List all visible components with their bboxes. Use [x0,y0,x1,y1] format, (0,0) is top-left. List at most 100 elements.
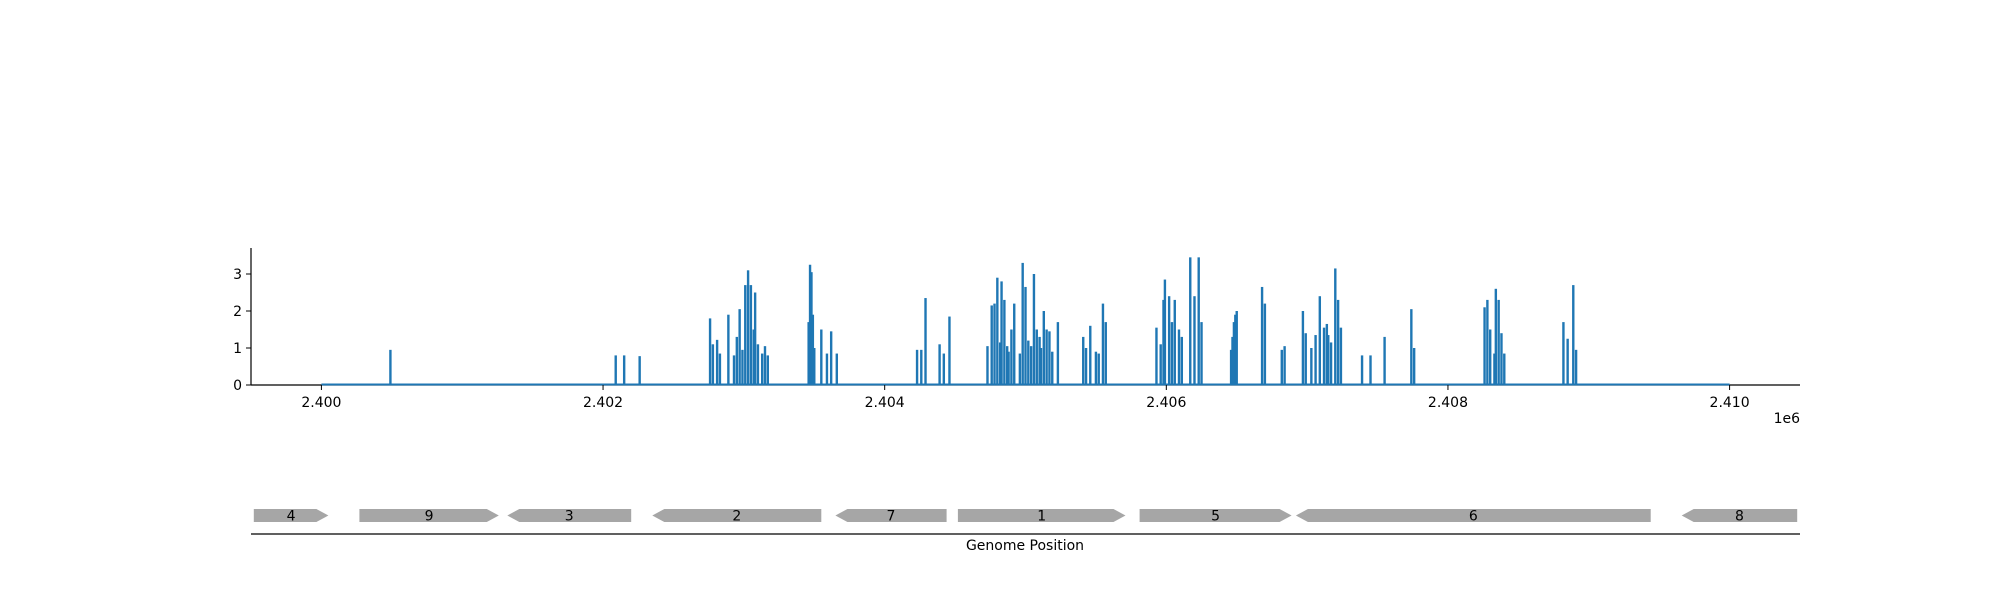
coverage-bar [718,353,722,385]
coverage-bar [1035,329,1038,385]
gene-6-label: 6 [1469,509,1478,525]
coverage-bar [1497,299,1500,385]
gene-5-arrow [1139,509,1292,522]
coverage-bar [807,322,810,385]
coverage-bar [1024,286,1027,385]
y-axis-ticks: 0 1 2 3 [233,267,251,394]
coverage-bar [1235,311,1238,385]
coverage-bar [1003,299,1006,385]
coverage-bar [1000,281,1003,385]
coverage-bar [1010,329,1013,385]
coverage-bar [760,353,764,385]
coverage-bar [1410,309,1413,385]
x-offset-label: 1e6 [1774,411,1801,427]
coverage-bar [389,349,392,385]
gene-3-label: 3 [565,509,574,525]
coverage-bar [811,314,815,385]
coverage-bar [1489,329,1492,385]
coverage-bar [1200,322,1203,385]
gene-8-label: 8 [1735,509,1744,525]
coverage-bar [924,298,927,385]
coverage-bar [998,342,1002,385]
coverage-bar [986,346,989,385]
coverage-bars [321,257,1730,386]
coverage-bar [1322,327,1326,385]
coverage-bar [1167,296,1171,385]
coverage-bar [1314,335,1317,385]
coverage-bar [1234,314,1237,385]
coverage-bar [1159,344,1162,385]
coverage-bar [1048,331,1051,385]
x-tick-label: 2.408 [1428,395,1468,411]
coverage-bar [1170,322,1174,385]
gene-7-arrow [835,509,947,522]
coverage-bar [752,329,755,385]
coverage-bar [1051,351,1054,385]
coverage-bar [1280,349,1283,385]
coverage-bar [1021,262,1024,385]
coverage-bar [1032,274,1036,385]
coverage-bar [1572,285,1575,385]
coverage-bar [1155,327,1158,385]
coverage-bar [708,318,712,385]
coverage-bar [1018,353,1022,385]
coverage-bar [1042,311,1046,385]
coverage-bar [1027,340,1030,385]
coverage-bar [1263,303,1267,385]
x-tick-label: 2.406 [1146,395,1186,411]
coverage-bar [1089,325,1092,385]
coverage-bar [1494,288,1498,385]
coverage-bar [938,344,941,385]
gene-1-label: 1 [1037,509,1046,525]
coverage-bar [820,329,823,385]
x-tick-label: 2.400 [301,395,341,411]
gene-9-arrow [359,509,499,522]
coverage-bar [763,346,767,385]
coverage-bar [1101,303,1105,385]
coverage-bar [756,344,760,385]
coverage-bar [1318,296,1322,385]
gene-5-label: 5 [1211,509,1220,525]
coverage-bar [1193,296,1196,385]
coverage-bar [1197,257,1200,385]
coverage-bar [942,353,946,385]
coverage-bar [1094,351,1098,385]
gene-2-label: 2 [732,509,741,525]
y-tick-label: 3 [233,267,242,283]
coverage-bar [744,285,747,385]
coverage-bar [614,355,617,385]
coverage-bar [810,272,813,385]
coverage-bar [1339,327,1343,385]
coverage-bar [993,303,996,385]
x-axis-label: Genome Position [966,538,1084,554]
coverage-bar [1029,346,1033,385]
gene-6-arrow [1295,509,1651,522]
coverage-bar [1369,355,1372,385]
coverage-bar [1163,279,1167,385]
coverage-bar [1173,299,1176,385]
gene-7-label: 7 [887,509,896,525]
coverage-bar [1310,348,1313,385]
coverage-bar [1283,346,1286,385]
coverage-bar [741,349,744,385]
gene-9-label: 9 [425,509,434,525]
coverage-bar [1493,353,1496,385]
coverage-bar [715,339,719,385]
coverage-bar [948,316,951,385]
gene-arrows: 4 9 3 2 7 1 5 6 8 [253,509,1798,525]
coverage-bar [835,353,839,385]
coverage-bar [1162,299,1165,385]
coverage-bar [1038,336,1041,385]
coverage-bar [1005,346,1009,385]
coverage-bar [829,331,833,385]
coverage-bar [1500,333,1503,385]
x-tick-label: 2.404 [865,395,905,411]
x-axis-ticks: 2.400 2.402 2.404 2.406 2.408 2.410 [301,385,1750,411]
gene-1-arrow [957,509,1126,522]
coverage-bar [727,314,730,385]
coverage-bar [996,277,999,385]
coverage-bar [1056,322,1060,385]
coverage-bar [1334,268,1337,385]
coverage-bar-chart: 2.400 2.402 2.404 2.406 2.408 2.410 0 1 2 3 1e6 [233,248,1800,427]
